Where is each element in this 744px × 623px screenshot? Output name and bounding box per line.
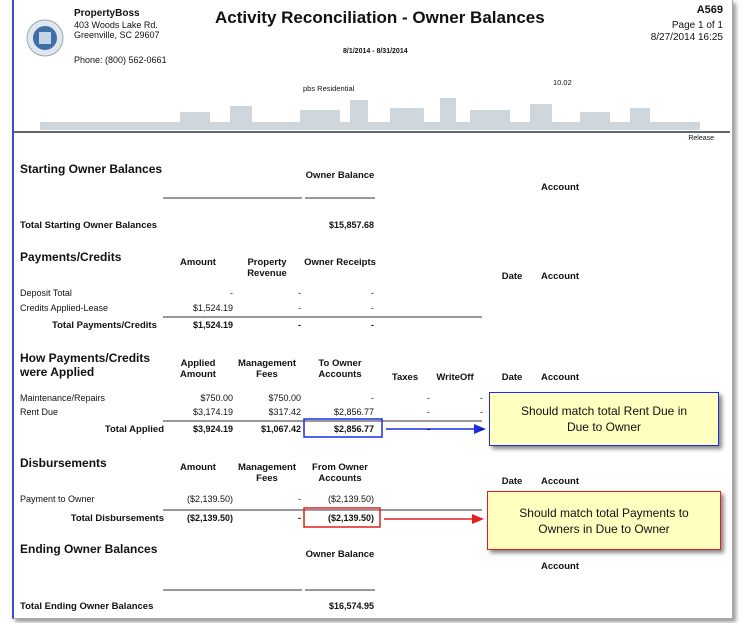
column-header: Account [541, 476, 579, 487]
cell: - [371, 288, 374, 298]
row-label: Total Starting Owner Balances [20, 220, 158, 231]
cell: - [298, 494, 301, 504]
column-header: Owner Balance [305, 549, 375, 560]
company-phone: Phone: (800) 562-0661 [74, 55, 167, 65]
release: Release [688, 135, 714, 142]
row-label: Total Payments/Credits [52, 320, 157, 331]
cell: $3,924.19 [192, 424, 233, 434]
cell: $750.00 [268, 393, 301, 403]
cell: - [371, 320, 374, 330]
date-range: 8/1/2014 - 8/31/2014 [343, 48, 408, 55]
arrow-head [472, 514, 484, 524]
skyline [40, 98, 700, 130]
annotation-text: Should match total Payments to Owners in… [519, 505, 689, 536]
highlight-box [303, 418, 383, 438]
company-address: 403 Woods Lake Rd. [74, 20, 158, 30]
column-header: Management Fees [237, 462, 297, 484]
printed-date: 8/27/2014 16:25 [650, 32, 723, 43]
cell: - [298, 513, 301, 523]
page-number: Page 1 of 1 [671, 20, 723, 31]
row-label: Deposit Total [20, 288, 72, 298]
section-title: Starting Owner Balances [20, 162, 163, 176]
cell: - [427, 407, 430, 417]
cell: - [298, 288, 301, 298]
cell: - [480, 424, 483, 434]
column-header: Account [541, 372, 579, 383]
cell: $2,856.77 [333, 424, 374, 434]
row-label: Rent Due [20, 407, 59, 417]
highlight-box [303, 507, 381, 528]
row-label: Credits Applied-Lease [20, 303, 109, 313]
column-header: Owner Balance [305, 170, 375, 181]
cell: - [480, 407, 483, 417]
annotation: Should match total Payments to Owners in… [487, 491, 721, 550]
row-label: Maintenance/Repairs [20, 393, 106, 403]
column-header: Amount [180, 257, 216, 268]
row-label: Total Applied [104, 424, 164, 435]
column-header: From Owner Accounts [312, 462, 368, 484]
annotation: Should match total Rent Due in Due to Ow… [489, 392, 719, 446]
cell: ($2,139.50) [327, 494, 374, 504]
cell: ($2,139.50) [186, 494, 233, 504]
entity: pbs Residential [303, 84, 355, 93]
row-label: Total Disbursements [70, 513, 164, 524]
column-header: Management Fees [237, 358, 297, 380]
column-header: Date [501, 372, 523, 383]
cell: - [298, 303, 301, 313]
version: 10.02 [553, 78, 572, 87]
column-header: WriteOff [436, 372, 474, 383]
column-header: Account [541, 561, 579, 572]
row-label: Total Ending Owner Balances [20, 601, 154, 612]
arrow-head [474, 424, 486, 434]
report-title: Activity Reconciliation - Owner Balances [215, 8, 545, 27]
cell: - [371, 393, 374, 403]
column-header: Applied Amount [180, 358, 216, 380]
row-label: Payment to Owner [20, 494, 95, 504]
column-header: To Owner Accounts [318, 358, 362, 380]
company-name: PropertyBoss [74, 8, 140, 19]
cell: - [230, 288, 233, 298]
cell: - [371, 303, 374, 313]
cell: $3,174.19 [192, 407, 233, 417]
company-city: Greenville, SC 29607 [74, 30, 160, 40]
report-id: A569 [696, 4, 723, 16]
cell: - [427, 424, 430, 434]
cell: $2,856.77 [333, 407, 374, 417]
column-header: Account [541, 182, 579, 193]
column-header: Taxes [391, 372, 419, 383]
cell: $1,524.19 [192, 303, 233, 313]
cell: - [427, 393, 430, 403]
cell: ($2,139.50) [327, 513, 374, 523]
logo [39, 32, 51, 44]
column-header: Amount [180, 462, 216, 473]
column-header: Date [501, 476, 523, 487]
cell: $1,067.42 [260, 424, 301, 434]
cell: $1,524.19 [192, 320, 233, 330]
cell: - [298, 320, 301, 330]
annotation-text: Should match total Rent Due in Due to Ow… [520, 404, 688, 434]
cell: $15,857.68 [328, 220, 374, 230]
cell: - [480, 393, 483, 403]
section-title: Ending Owner Balances [20, 542, 158, 556]
cell: $16,574.95 [328, 601, 374, 611]
column-header: Property Revenue [247, 257, 287, 279]
section-title: Disbursements [20, 456, 107, 470]
column-header: Owner Receipts [304, 257, 376, 268]
cell: $317.42 [268, 407, 301, 417]
section-title: Payments/Credits [20, 250, 122, 264]
column-header: Account [541, 271, 579, 282]
column-header: Date [501, 271, 523, 282]
cell: ($2,139.50) [186, 513, 233, 523]
cell: $750.00 [200, 393, 233, 403]
section-title: How Payments/Credits were Applied [20, 351, 151, 379]
